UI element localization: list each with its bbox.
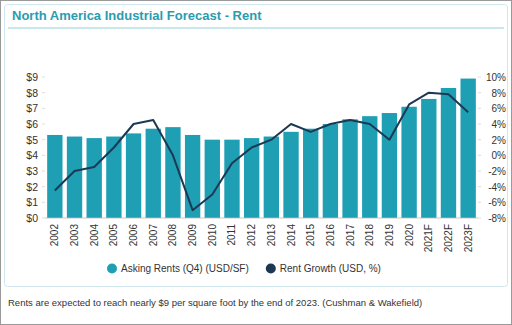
y2-tick [478,108,481,109]
bar [421,99,436,218]
x-tick-label: 2021F [423,224,434,252]
bar [401,107,416,218]
bar [126,133,141,218]
y-tick-label: $3 [26,165,38,177]
y2-tick-label: -4% [488,182,506,193]
y2-tick-label: 8% [492,88,507,99]
x-tick-label: 2017 [345,224,356,247]
y-tick [42,139,45,140]
y2-tick [478,171,481,172]
title: North America Industrial Forecast - Rent [12,8,262,23]
y-tick [42,124,45,125]
y2-tick-label: -8% [488,213,506,224]
x-tick-label: 2020 [404,224,415,247]
y-tick-label: $2 [26,181,38,193]
y2-tick-label: 4% [492,119,507,130]
y-tick-label: $9 [26,71,38,83]
title-rule [8,28,504,29]
x-tick-label: 2008 [167,224,178,247]
bar [283,132,298,218]
legend-swatch [107,264,117,274]
x-axis [45,218,478,219]
plot-area [47,79,476,218]
x-tick-label: 2019 [384,224,395,247]
y2-tick [478,124,481,125]
x-tick-label: 2022F [443,224,454,252]
x-tick-label: 2012 [246,224,257,247]
x-tick-label: 2002 [49,224,60,247]
y2-tick-label: 6% [492,103,507,114]
chart-border [5,5,508,287]
line [55,93,468,211]
bar [244,138,259,218]
y-tick [42,77,45,78]
legend-label: Rent Growth (USD, %) [280,263,381,274]
frame [1,1,512,325]
y-tick-label: $4 [26,149,38,161]
y-tick [42,155,45,156]
x-tick-label: 2006 [128,224,139,247]
y-tick-label: $7 [26,102,38,114]
y2-tick [478,202,481,203]
bar [47,135,62,218]
x-tick-label: 2023F [463,224,474,252]
x-tick-label: 2007 [148,224,159,247]
y-tick [42,171,45,172]
y2-tick [478,139,481,140]
x-tick-label: 2005 [108,224,119,247]
bar [441,88,456,218]
x-tick-label: 2013 [266,224,277,247]
bar [264,137,279,218]
y-tick [42,186,45,187]
bar [205,140,220,218]
y-tick-label: $1 [26,196,38,208]
bar [323,124,338,218]
bar [146,129,161,218]
y2-tick-label: 10% [486,72,506,83]
bar [460,79,475,218]
y-tick-label: $8 [26,87,38,99]
x-tick-label: 2016 [325,224,336,247]
bar [224,140,239,218]
x-tick-label: 2011 [226,224,237,246]
legend-swatch [266,264,276,274]
y2-tick-label: -6% [488,197,506,208]
y-tick-label: $6 [26,118,38,130]
x-tick-label: 2010 [207,224,218,247]
y2-tick-label: 2% [492,135,507,146]
chart: North America Industrial Forecast - Rent… [0,0,512,325]
bar [303,129,318,218]
y2-tick [478,92,481,93]
y2-tick [478,186,481,187]
x-tick-label: 2009 [187,224,198,247]
y-tick [42,218,45,219]
legend-label: Asking Rents (Q4) (USD/SF) [121,263,249,274]
x-tick-label: 2015 [305,224,316,247]
y2-tick-label: 0% [492,150,507,161]
bar [342,119,357,218]
y2-tick-label: -2% [488,166,506,177]
y-tick-label: $5 [26,134,38,146]
y2-tick [478,155,481,156]
y2-tick [478,218,481,219]
y-tick-label: $0 [26,212,38,224]
x-tick-label: 2003 [69,224,80,247]
y-tick [42,202,45,203]
y-tick [42,92,45,93]
x-tick-label: 2004 [89,224,100,247]
y2-tick [478,77,481,78]
bar [362,116,377,218]
caption: Rents are expected to reach nearly $9 pe… [8,297,422,308]
y-tick [42,108,45,109]
x-tick-label: 2014 [286,224,297,247]
x-tick-label: 2018 [364,224,375,247]
bar [87,138,102,218]
